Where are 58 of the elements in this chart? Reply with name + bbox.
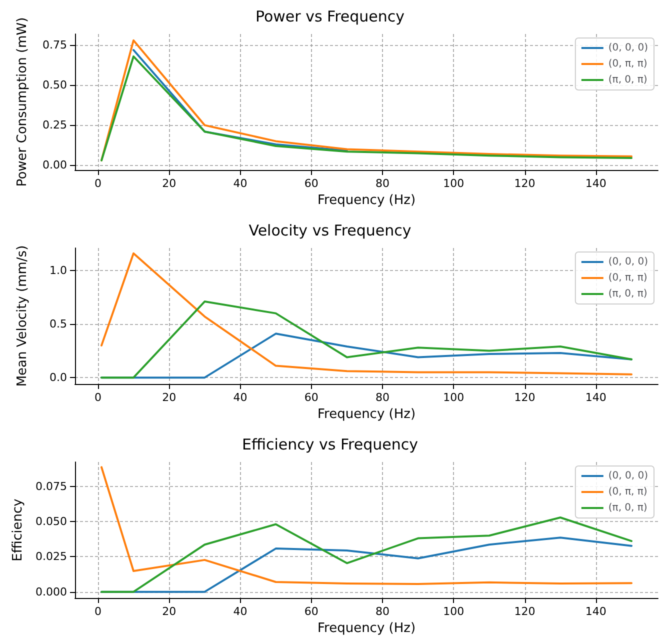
legend-label: (π, 0, π) <box>608 74 648 86</box>
x-tick-label: 100 <box>443 177 464 190</box>
x-tick-label: 0 <box>94 177 102 190</box>
line-series <box>100 300 632 379</box>
x-tick-label: 60 <box>304 177 318 190</box>
x-tick-label: 100 <box>443 605 464 618</box>
x-tick-label: 20 <box>162 177 176 190</box>
y-tick-label: 0.0 <box>50 371 67 384</box>
legend-label: (0, π, π) <box>608 272 648 284</box>
y-axis-title: Efficiency <box>10 498 26 562</box>
y-tick-label: 0.75 <box>42 38 67 52</box>
y-tick-label: 0.000 <box>36 585 67 598</box>
y-tick-label: 0.50 <box>42 78 67 92</box>
line-series <box>132 49 348 152</box>
y-axis-title: Power Consumption (mW) <box>15 17 30 187</box>
x-tick-label: 80 <box>376 605 390 618</box>
legend-label: (π, 0, π) <box>608 288 648 300</box>
chart-title: Efficiency vs Frequency <box>242 436 418 454</box>
y-tick-label: 0.00 <box>42 158 67 172</box>
y-tick-label: 1.0 <box>50 264 67 277</box>
x-tick-label: 120 <box>514 605 536 618</box>
y-tick-label: 0.050 <box>36 515 67 528</box>
x-tick-label: 140 <box>585 177 606 190</box>
x-tick-label: 60 <box>304 391 318 404</box>
x-tick-label: 20 <box>162 391 176 404</box>
legend-label: (0, 0, 0) <box>608 42 648 54</box>
legend-label: (0, 0, 0) <box>608 256 648 268</box>
legend-label: (0, 0, 0) <box>608 470 648 482</box>
y-tick-label: 0.5 <box>50 318 67 331</box>
x-tick-label: 140 <box>585 605 606 618</box>
line-series <box>100 516 632 593</box>
x-tick-label: 80 <box>376 177 390 190</box>
line-series <box>100 466 632 585</box>
y-tick-label: 0.075 <box>36 480 67 493</box>
x-tick-label: 20 <box>162 605 176 618</box>
x-tick-label: 0 <box>94 605 102 618</box>
legend-label: (0, π, π) <box>608 58 648 70</box>
y-axis-title: Mean Velocity (mm/s) <box>15 245 30 387</box>
x-tick-label: 40 <box>233 177 248 190</box>
legend-label: (π, 0, π) <box>608 502 648 514</box>
y-tick-label: 0.025 <box>36 550 67 564</box>
x-tick-label: 40 <box>233 391 248 404</box>
x-tick-label: 40 <box>233 605 248 618</box>
x-tick-label: 60 <box>304 605 318 618</box>
chart-title: Power vs Frequency <box>255 8 405 26</box>
x-tick-label: 120 <box>514 177 536 190</box>
y-tick-label: 0.25 <box>42 118 67 132</box>
line-series <box>100 252 632 376</box>
x-tick-label: 0 <box>94 391 102 404</box>
chart-title: Velocity vs Frequency <box>248 222 412 240</box>
x-axis-title: Frequency (Hz) <box>317 406 416 422</box>
x-tick-label: 140 <box>585 391 606 404</box>
x-tick-label: 80 <box>376 391 390 404</box>
x-tick-label: 100 <box>443 391 464 404</box>
x-axis-title: Frequency (Hz) <box>317 620 416 636</box>
x-axis-title: Frequency (Hz) <box>317 192 416 208</box>
x-tick-label: 120 <box>514 391 536 404</box>
legend-label: (0, π, π) <box>608 486 648 498</box>
